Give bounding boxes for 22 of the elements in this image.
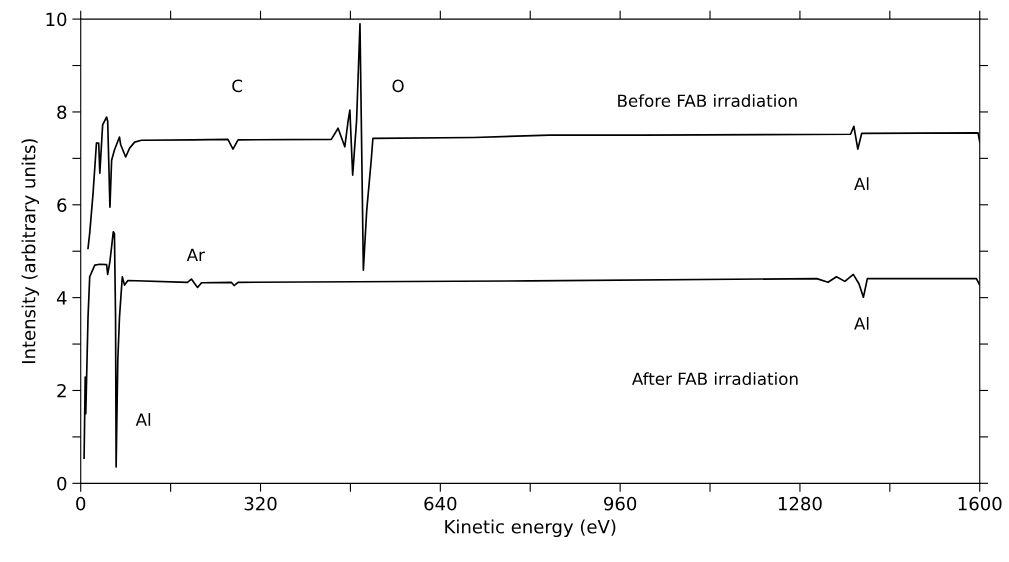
annotation: O (392, 79, 404, 93)
x-tick-label: 0 (76, 496, 86, 511)
annotation: Al (854, 177, 869, 190)
annotation: Before FAB irradiation (618, 94, 797, 108)
annotation: C (232, 79, 243, 93)
y-tick-label: 2 (57, 383, 66, 398)
annotation: After FAB irradiation (632, 372, 798, 386)
x-tick-label: 1600 (958, 496, 1002, 511)
y-axis-title: Intensity (arbitrary units) (21, 139, 39, 364)
x-tick-label: 960 (604, 496, 637, 511)
y-tick-label: 8 (57, 105, 67, 120)
x-tick-label: 640 (424, 496, 457, 511)
annotation: Al (135, 413, 151, 426)
annotation: Al (854, 316, 869, 330)
x-tick-label: 1280 (778, 496, 822, 511)
y-tick-label: 0 (57, 476, 67, 491)
x-axis-title: Kinetic energy (eV) (445, 519, 616, 538)
annotation: Ar (186, 248, 205, 261)
y-tick-label: 4 (56, 291, 67, 305)
y-tick-label: 10 (46, 12, 67, 27)
x-tick-label: 320 (244, 496, 277, 511)
y-tick-label: 6 (57, 198, 67, 212)
